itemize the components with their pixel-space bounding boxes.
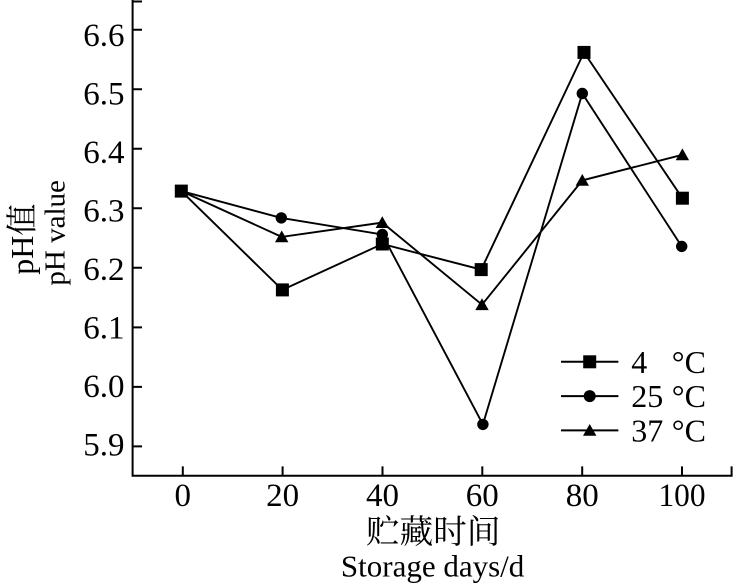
svg-text:37: 37 bbox=[631, 412, 663, 448]
svg-text:100: 100 bbox=[659, 478, 706, 514]
svg-text:°C: °C bbox=[672, 344, 706, 380]
svg-text:Storage days/d: Storage days/d bbox=[341, 549, 525, 584]
svg-text:6.1: 6.1 bbox=[83, 310, 124, 346]
svg-text:6.4: 6.4 bbox=[83, 135, 124, 171]
svg-text:6.3: 6.3 bbox=[83, 194, 124, 230]
svg-text:pH: pH bbox=[4, 236, 40, 275]
svg-text:40: 40 bbox=[366, 478, 399, 514]
svg-text:°C: °C bbox=[672, 378, 706, 414]
svg-text:6.6: 6.6 bbox=[83, 18, 124, 54]
svg-text:5.9: 5.9 bbox=[83, 427, 124, 463]
svg-text:4: 4 bbox=[631, 344, 647, 380]
svg-text:pH value: pH value bbox=[40, 180, 72, 286]
svg-text:60: 60 bbox=[466, 478, 499, 514]
svg-text:0: 0 bbox=[175, 478, 192, 514]
svg-text:25: 25 bbox=[631, 378, 663, 414]
svg-text:6.0: 6.0 bbox=[83, 369, 124, 405]
svg-text:°C: °C bbox=[672, 412, 706, 448]
svg-text:80: 80 bbox=[566, 478, 599, 514]
svg-text:6.2: 6.2 bbox=[83, 252, 124, 288]
svg-text:6.5: 6.5 bbox=[83, 77, 124, 113]
svg-text:20: 20 bbox=[266, 478, 299, 514]
